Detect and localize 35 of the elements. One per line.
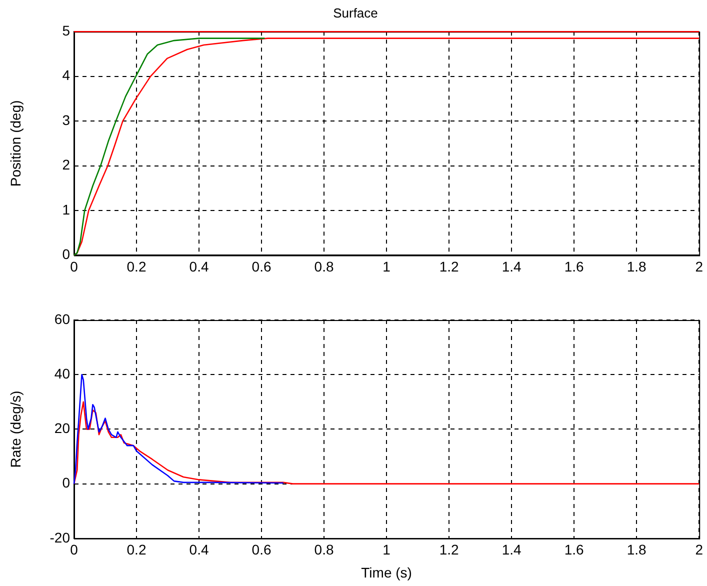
y-tick-label: 1 — [62, 201, 70, 218]
x-tick-label: 1 — [382, 542, 391, 558]
x-tick-label: 2 — [695, 542, 704, 558]
y-tick-label: 60 — [54, 310, 70, 327]
x-tick-label: 1.2 — [439, 258, 460, 274]
chart-title: Surface — [333, 5, 378, 20]
y-tick-label: -20 — [50, 529, 70, 546]
y-tick-label: 0 — [62, 246, 70, 262]
x-tick-label: 1.8 — [626, 258, 647, 274]
y-tick-label: 3 — [62, 112, 70, 128]
x-tick-label: 0.8 — [314, 542, 334, 558]
x-tick-label: 0.2 — [126, 258, 146, 274]
x-tick-label: 1.2 — [439, 542, 460, 558]
y-tick-label: 5 — [62, 22, 70, 38]
x-tick-label: 1.6 — [564, 542, 584, 558]
x-tick-label: 1.6 — [564, 258, 584, 274]
x-tick-label: 1.8 — [626, 542, 647, 558]
y-tick-label: 20 — [54, 420, 70, 436]
y-axis-title: Rate (deg/s) — [7, 390, 24, 468]
x-axis-title: Time (s) — [361, 564, 412, 580]
y-tick-label: 0 — [62, 474, 70, 491]
x-tick-label: 0.6 — [252, 542, 272, 558]
x-tick-label: 0.8 — [314, 258, 334, 274]
x-tick-label: 0.2 — [126, 542, 146, 558]
x-tick-label: 1.4 — [502, 258, 522, 274]
y-axis-title: Position (deg) — [7, 100, 24, 187]
y-tick-label: 40 — [54, 365, 70, 382]
x-tick-label: 0.4 — [189, 258, 209, 274]
x-tick-label: 2 — [695, 258, 704, 274]
x-tick-label: 0.4 — [189, 542, 209, 558]
x-tick-label: 1 — [382, 258, 391, 274]
x-tick-label: 1.4 — [502, 542, 522, 558]
x-tick-label: 0.6 — [252, 258, 272, 274]
y-tick-label: 4 — [62, 67, 70, 84]
y-tick-label: 2 — [62, 156, 70, 173]
